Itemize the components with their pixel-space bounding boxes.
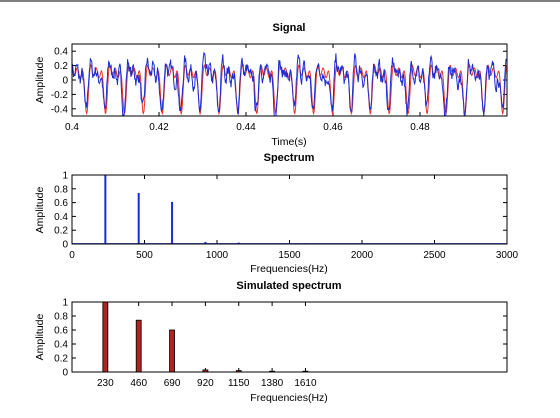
simulated-spectrum-panel: Simulated spectrum 230 460 690 920 1150 1380 1… xyxy=(34,280,507,404)
spectrum-ylabel: Amplitude xyxy=(34,187,46,234)
signal-ytick-label: 0.2 xyxy=(54,61,68,72)
spectrum-ytick-label: 0.8 xyxy=(54,184,68,195)
simulated-bar xyxy=(136,320,141,372)
signal-ytick-label: -0.2 xyxy=(51,90,69,101)
spectrum-xtick-label: 500 xyxy=(136,250,153,261)
spectrum-xtick-label: 2500 xyxy=(423,250,446,261)
simulated-ytick-label: 0 xyxy=(62,368,68,379)
signal-ylabel: Amplitude xyxy=(34,57,46,104)
simulated-ytick-label: 0.8 xyxy=(54,312,68,323)
spectrum-xtick-label: 1500 xyxy=(278,250,301,261)
simulated-xtick-label: 920 xyxy=(197,378,214,389)
spectrum-plot-area xyxy=(72,175,507,244)
simulated-bar xyxy=(103,302,108,372)
signal-ytick-label: 0 xyxy=(62,76,68,87)
signal-xtick-label: 0.46 xyxy=(323,122,343,133)
simulated-ylabel: Amplitude xyxy=(34,314,46,361)
signal-xtick-label: 0.42 xyxy=(149,122,169,133)
simulated-xtick-label: 1610 xyxy=(294,378,317,389)
spectrum-xlabel: Frequencies(Hz) xyxy=(250,263,328,275)
simulated-xtick-label: 460 xyxy=(130,378,147,389)
simulated-xtick-label: 690 xyxy=(164,378,181,389)
spectrum-xtick-label: 3000 xyxy=(496,250,519,261)
simulated-bar xyxy=(170,330,175,372)
simulated-ytick-label: 0.4 xyxy=(54,340,68,351)
simulated-ytick-label: 0.2 xyxy=(54,354,68,365)
spectrum-xtick-label: 2000 xyxy=(351,250,374,261)
spectrum-ytick-label: 0 xyxy=(62,240,68,251)
signal-panel: Signal 0.4 0.42 0.44 0.46 0.48 -0.4 -0.2 0 0.2 0.… xyxy=(34,22,507,148)
simulated-xlabel: Frequencies(Hz) xyxy=(250,392,328,404)
spectrum-ytick-label: 0.4 xyxy=(54,212,68,223)
simulated-spectrum-title: Simulated spectrum xyxy=(236,280,341,292)
spectrum-xtick-label: 1000 xyxy=(206,250,229,261)
spectrum-ytick-label: 0.6 xyxy=(54,198,68,209)
spectrum-xtick-label: 0 xyxy=(69,250,75,261)
spectrum-panel: Spectrum 0 500 1000 1500 2000 2500 3000 0 0.2 0.4… xyxy=(34,152,519,275)
signal-ytick-label: 0.4 xyxy=(54,47,68,58)
spectrum-ytick-label: 0.2 xyxy=(54,226,68,237)
signal-title: Signal xyxy=(272,22,305,34)
signal-ytick-label: -0.4 xyxy=(51,104,69,115)
spectrum-ytick-label: 1 xyxy=(62,171,68,182)
signal-xtick-label: 0.44 xyxy=(236,122,256,133)
simulated-ytick-label: 0.6 xyxy=(54,326,68,337)
simulated-ytick-label: 1 xyxy=(62,298,68,309)
signal-xlabel: Time(s) xyxy=(271,136,306,148)
spectrum-title: Spectrum xyxy=(264,152,315,164)
signal-xtick-label: 0.48 xyxy=(410,122,430,133)
simulated-xtick-label: 230 xyxy=(97,378,114,389)
simulated-xtick-label: 1150 xyxy=(228,378,250,389)
simulated-xtick-label: 1380 xyxy=(261,378,284,389)
signal-xtick-label: 0.4 xyxy=(65,122,79,133)
